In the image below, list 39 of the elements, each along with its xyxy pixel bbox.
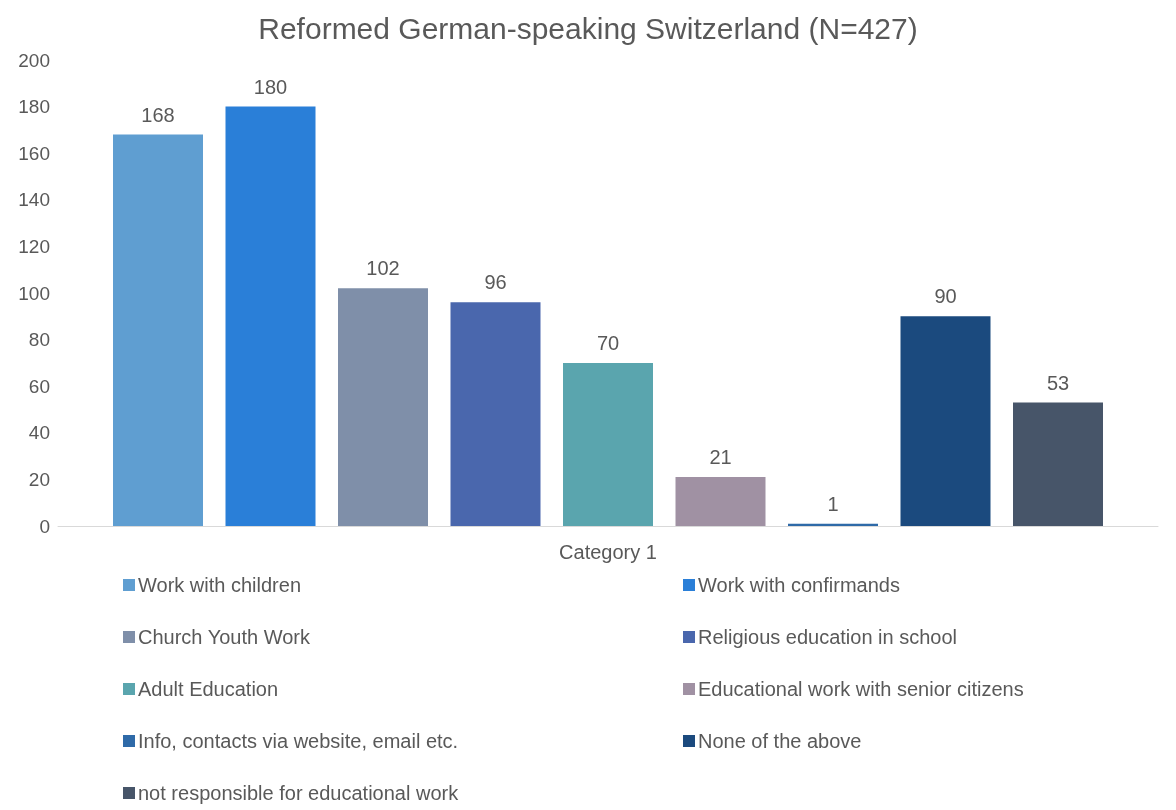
data-label: 168 [141,103,175,126]
bar [1013,402,1103,526]
y-tick-label: 160 [18,142,50,164]
legend-label: not responsible for educational work [138,782,460,804]
x-tick-label: Category 1 [559,541,657,563]
legend-label: Educational work with senior citizens [698,678,1024,700]
legend-label: Work with children [138,574,302,596]
data-label: 96 [484,271,507,294]
y-tick-label: 100 [18,282,50,304]
legend-label: Church Youth Work [138,626,311,648]
data-label: 180 [253,75,288,98]
data-label: 90 [934,285,957,308]
legend-label: Adult Education [138,678,279,700]
y-tick-label: 60 [28,375,50,397]
data-label: 53 [1046,371,1070,394]
legend-label: Work with confirmands [698,574,900,596]
y-tick-label: 200 [18,49,50,71]
y-tick-label: 0 [39,515,50,537]
bar [225,106,316,526]
data-label: 70 [596,331,620,354]
bar [563,362,653,526]
y-tick-label: 120 [18,235,50,257]
legend-label: Info, contacts via website, email etc. [138,730,459,752]
data-label: 102 [366,257,400,280]
legend-label: None of the above [698,730,862,752]
bar [900,316,991,526]
y-tick-label: 40 [28,422,50,444]
data-label: 1 [827,492,839,515]
bar [338,288,428,526]
y-tick-label: 80 [28,329,50,351]
bar [675,477,766,526]
bar [113,134,203,526]
legend-label: Religious education in school [698,626,958,648]
bar [450,302,541,526]
y-tick-label: 180 [18,96,50,118]
y-tick-label: 140 [18,189,50,211]
data-label: 21 [709,446,732,469]
y-tick-label: 20 [28,468,50,490]
chart-title: Reformed German-speaking Switzerland (N=427) [258,11,918,45]
